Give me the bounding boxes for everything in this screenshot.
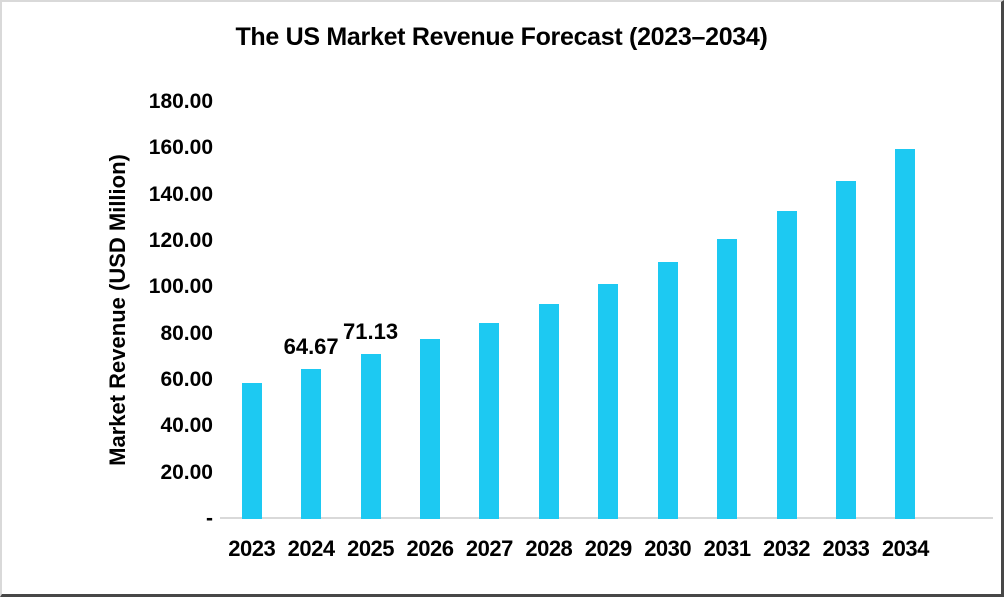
- bar-slot-2023: [222, 102, 281, 519]
- chart-title: The US Market Revenue Forecast (2023–203…: [235, 23, 768, 51]
- bar-slot-2025: 71.13: [341, 102, 400, 519]
- y-tick-label-160: 160.00: [148, 136, 213, 160]
- bar-slot-2030: [638, 102, 697, 519]
- bar-2029: [598, 284, 619, 519]
- y-tick-label-120: 120.00: [148, 228, 213, 252]
- bar-slot-2027: [460, 102, 519, 519]
- bar-slot-2034: [876, 102, 935, 519]
- bar-slot-2031: [697, 102, 756, 519]
- y-tick-label-100: 100.00: [148, 275, 213, 299]
- bar-2023: [241, 382, 262, 519]
- bar-slot-2024: 64.67: [281, 102, 340, 519]
- bar-2034: [895, 148, 916, 519]
- data-label-2025: 71.13: [343, 319, 399, 345]
- x-tick-label-2031: 2031: [703, 536, 751, 561]
- y-axis-tick-labels: 180.00 160.00 140.00 120.00 100.00 80.00 60.00…: [2, 90, 213, 530]
- bar-2024: [301, 369, 322, 519]
- y-tick-label-40: 40.00: [160, 414, 213, 438]
- bar-2027: [479, 323, 500, 519]
- x-tick-label-2029: 2029: [584, 536, 632, 561]
- x-tick-label-2026: 2026: [406, 536, 454, 561]
- bar-2030: [657, 262, 678, 519]
- y-tick-label-20: 20.00: [160, 460, 213, 484]
- x-tick-label-2028: 2028: [525, 536, 573, 561]
- bar-slot-2026: [400, 102, 459, 519]
- bar-2031: [717, 238, 738, 519]
- bar-slot-2029: [579, 102, 638, 519]
- x-tick-label-2024: 2024: [287, 536, 335, 561]
- y-tick-label-140: 140.00: [148, 182, 213, 206]
- x-tick-label-2027: 2027: [465, 536, 513, 561]
- y-tick-label-60: 60.00: [160, 367, 213, 391]
- data-label-2024: 64.67: [283, 334, 339, 360]
- x-tick-label-2030: 2030: [644, 536, 692, 561]
- y-tick-label-80: 80.00: [160, 321, 213, 345]
- x-tick-label-2032: 2032: [763, 536, 810, 561]
- bar-slot-2033: [816, 102, 875, 519]
- y-tick-label-180: 180.00: [148, 90, 213, 113]
- x-tick-label-2034: 2034: [881, 536, 929, 561]
- bar-2032: [776, 211, 797, 519]
- x-tick-label-2023: 2023: [228, 536, 276, 561]
- bar-slot-2032: [757, 102, 816, 519]
- bar-2026: [419, 338, 440, 519]
- x-axis-tick-labels: 2023 2024 2025 2026 2027 2028 2029 2030 2031 2032…: [222, 536, 935, 562]
- bar-2025: [360, 354, 381, 519]
- y-tick-label-0: -: [206, 507, 213, 530]
- chart-plot-area: 64.67 71.13: [222, 102, 935, 519]
- bar-slot-2028: [519, 102, 578, 519]
- bar-2033: [835, 181, 856, 519]
- x-tick-label-2025: 2025: [347, 536, 395, 561]
- bar-2028: [538, 304, 559, 519]
- x-tick-label-2033: 2033: [822, 536, 870, 561]
